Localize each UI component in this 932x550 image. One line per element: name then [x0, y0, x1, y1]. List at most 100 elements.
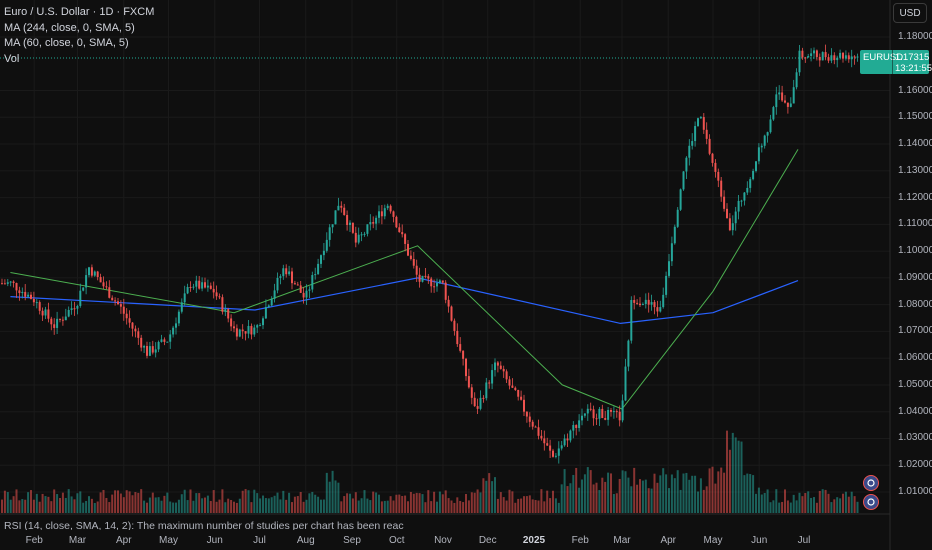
volume-bar: [328, 481, 331, 513]
volume-bar: [401, 495, 404, 513]
volume-bar: [778, 502, 781, 513]
candle-body: [378, 211, 380, 218]
candle-body: [476, 406, 479, 409]
volume-bar: [798, 492, 801, 513]
candle-body: [670, 243, 673, 262]
volume-bar: [505, 500, 508, 513]
volume-bar: [644, 479, 647, 513]
ma-244-legend[interactable]: MA (244, close, 0, SMA, 5): [4, 21, 135, 34]
candle-body: [673, 226, 676, 244]
volume-bar: [204, 497, 206, 513]
volume-bar: [41, 493, 44, 513]
candle-body: [93, 271, 96, 276]
candle-body: [392, 211, 395, 217]
candle-body: [676, 209, 679, 227]
candle-body: [215, 292, 218, 297]
candle-body: [430, 278, 433, 287]
candle-body: [6, 282, 9, 284]
candle-body: [154, 349, 157, 353]
volume-bar: [807, 491, 810, 513]
volume-bar: [546, 490, 549, 513]
candle-body: [668, 261, 670, 276]
volume-bar: [117, 490, 119, 513]
candle-body: [639, 303, 641, 306]
volume-bar: [90, 498, 93, 513]
candle-body: [177, 311, 180, 324]
candle-body: [85, 275, 88, 288]
volume-bar: [653, 473, 656, 513]
candle-body: [314, 274, 317, 276]
volume-bar: [844, 491, 847, 513]
volume-bar: [670, 474, 673, 513]
candle-body: [752, 170, 755, 180]
volume-bar: [813, 497, 815, 513]
candle-body: [334, 210, 337, 225]
ma-60-legend[interactable]: MA (60, close, 0, SMA, 5): [4, 37, 129, 49]
candle-body: [212, 288, 215, 293]
candle-body: [482, 397, 485, 399]
currency-button[interactable]: USD: [893, 3, 927, 23]
candle-body: [546, 443, 549, 446]
time-axis-label: 2025: [522, 535, 546, 546]
time-axis-label: Jul: [253, 535, 266, 546]
candle-body: [56, 318, 59, 328]
settings-icon[interactable]: [863, 475, 879, 491]
time-axis-label: Jun: [751, 535, 768, 546]
candle-body: [586, 408, 589, 414]
candle-body: [694, 126, 697, 142]
candle-body: [102, 282, 105, 287]
volume-bar: [375, 492, 378, 513]
candle-body: [839, 52, 842, 58]
candle-body: [702, 117, 705, 130]
candle-body: [818, 56, 821, 61]
volume-bar: [270, 497, 273, 513]
candle-body: [209, 285, 212, 289]
symbol-title[interactable]: Euro / U.S. Dollar · 1D · FXCM: [4, 6, 155, 18]
volume-bar: [749, 474, 752, 513]
bar-countdown: 13:21:55: [895, 63, 932, 74]
candle-body: [35, 302, 38, 304]
candle-body: [1, 283, 3, 285]
candle-body: [285, 268, 288, 275]
candle-body: [766, 132, 769, 136]
candle-body: [79, 290, 82, 306]
volume-legend[interactable]: Vol: [4, 52, 20, 65]
candle-body: [560, 445, 563, 449]
volume-bar: [731, 432, 734, 513]
volume-bar: [279, 499, 282, 513]
candle-body: [525, 411, 528, 417]
volume-bar: [476, 489, 479, 513]
candle-body: [59, 318, 61, 320]
candle-body: [598, 408, 601, 419]
volume-bar: [96, 501, 99, 513]
volume-bar: [720, 467, 723, 513]
time-axis-label: May: [159, 535, 178, 546]
candle-body: [621, 400, 624, 421]
volume-bar: [598, 490, 601, 513]
candle-body: [354, 232, 357, 243]
candle-body: [711, 153, 714, 163]
candle-body: [830, 55, 833, 61]
volume-bar: [421, 494, 424, 513]
candle-body: [90, 267, 93, 276]
volume-bar: [430, 501, 433, 513]
volume-bar: [694, 475, 697, 513]
price-axis-label: 1.02000: [898, 459, 932, 471]
volume-bar: [810, 497, 813, 513]
volume-bar: [688, 479, 691, 513]
candle-body: [128, 318, 131, 323]
volume-bar: [209, 501, 212, 513]
volume-bar: [354, 492, 357, 513]
candle-body: [76, 305, 79, 309]
candle-body: [267, 305, 270, 307]
time-axis-label: Jul: [797, 535, 811, 546]
volume-bar: [146, 502, 148, 513]
volume-bar: [523, 496, 525, 513]
candle-body: [88, 267, 90, 276]
volume-bar: [93, 502, 96, 513]
volume-bar: [697, 491, 699, 513]
volume-bar: [169, 501, 172, 513]
candle-body: [270, 298, 273, 306]
alert-icon[interactable]: [863, 494, 879, 510]
